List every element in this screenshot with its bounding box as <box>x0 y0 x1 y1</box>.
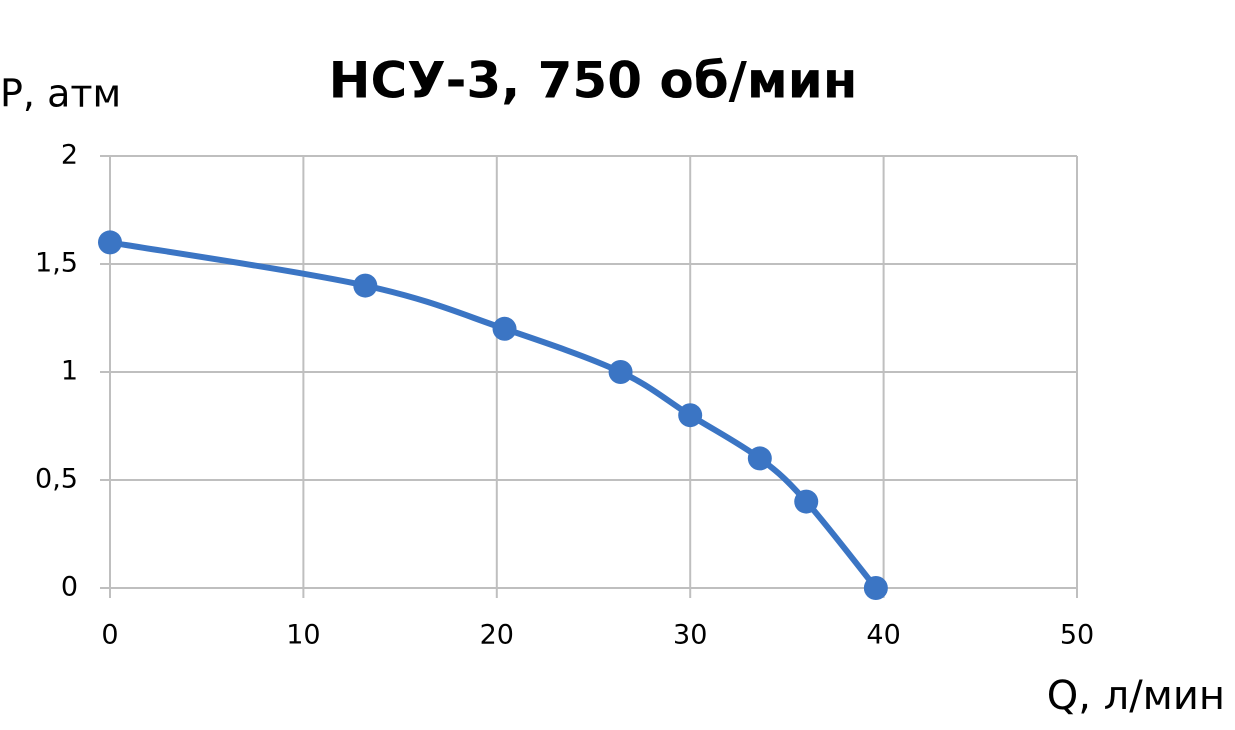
y-tick-label: 0,5 <box>35 464 78 495</box>
y-tick-label: 0 <box>61 572 78 603</box>
y-axis-label: P, атм <box>0 72 121 116</box>
y-tick-label: 1,5 <box>35 248 78 279</box>
x-tick-label: 20 <box>480 620 514 651</box>
chart-title: НСУ-3, 750 об/мин <box>329 52 858 110</box>
x-tick-label: 0 <box>101 620 118 651</box>
data-point <box>863 576 888 600</box>
data-point <box>794 489 819 514</box>
data-point <box>678 403 703 428</box>
data-point <box>747 446 772 471</box>
data-point <box>98 230 122 255</box>
x-tick-label: 30 <box>673 620 707 651</box>
series-line <box>109 239 879 590</box>
data-point <box>353 273 378 298</box>
x-axis-label: Q, л/мин <box>1047 673 1225 719</box>
y-tick-label: 2 <box>61 140 78 171</box>
y-tick-label: 1 <box>61 356 78 387</box>
data-point <box>608 360 633 384</box>
x-tick-label: 50 <box>1060 620 1094 651</box>
x-tick-label: 10 <box>286 620 320 651</box>
x-tick-label: 40 <box>866 620 900 651</box>
data-point <box>492 316 517 341</box>
